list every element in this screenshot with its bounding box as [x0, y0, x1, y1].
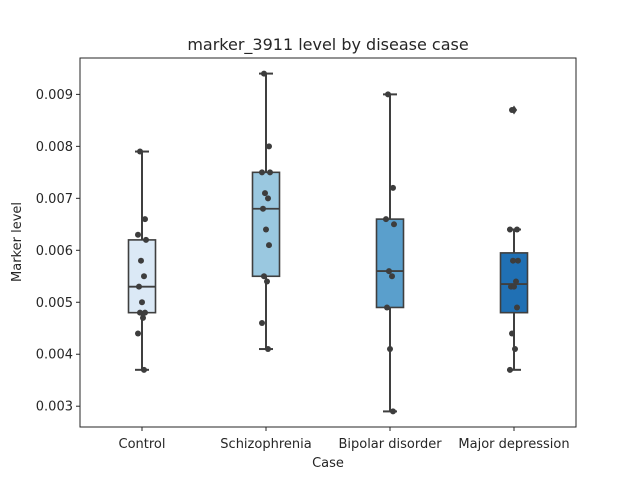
data-point — [265, 195, 271, 202]
data-point — [264, 278, 270, 285]
x-tick-label: Bipolar disorder — [338, 437, 442, 452]
box-2 — [251, 171, 281, 278]
data-point — [391, 221, 397, 228]
data-point — [515, 257, 521, 264]
data-point — [142, 216, 148, 223]
y-tick-label: 0.005 — [36, 296, 73, 311]
data-point — [141, 366, 147, 373]
data-point — [385, 91, 391, 98]
data-point — [263, 226, 269, 233]
data-point — [136, 283, 142, 290]
data-point — [267, 169, 273, 176]
data-point — [261, 273, 267, 280]
y-tick-label: 0.009 — [36, 88, 73, 103]
y-tick-label: 0.003 — [36, 400, 73, 415]
data-point — [141, 273, 147, 280]
data-point — [265, 346, 271, 353]
data-point — [509, 330, 515, 337]
y-axis-label: Marker level — [10, 202, 25, 282]
data-point — [390, 184, 396, 191]
data-point — [512, 346, 518, 353]
data-point — [511, 283, 517, 290]
data-point — [262, 190, 268, 197]
chart-title: marker_3911 level by disease case — [187, 35, 468, 55]
data-point — [259, 169, 265, 176]
y-tick-label: 0.004 — [36, 348, 73, 363]
data-point — [507, 226, 513, 233]
data-point — [143, 236, 149, 243]
y-tick-label: 0.006 — [36, 244, 73, 259]
data-point — [142, 309, 148, 316]
x-tick-label: Control — [119, 437, 166, 452]
plot-area — [127, 70, 529, 415]
data-point — [513, 278, 519, 285]
data-point — [140, 314, 146, 321]
data-point — [137, 309, 143, 316]
data-point — [510, 257, 516, 264]
data-point — [266, 242, 272, 249]
data-point — [509, 106, 515, 113]
data-point — [507, 366, 513, 373]
x-tick-label: Schizophrenia — [220, 437, 311, 452]
data-point — [386, 268, 392, 275]
data-point — [266, 143, 272, 150]
plot-frame — [79, 57, 577, 428]
y-tick-label: 0.007 — [36, 192, 73, 207]
data-point — [139, 299, 145, 306]
y-tick-label: 0.008 — [36, 140, 73, 155]
data-point — [514, 304, 520, 311]
data-point — [390, 408, 396, 415]
data-point — [135, 231, 141, 238]
data-point — [387, 346, 393, 353]
x-tick-label: Major depression — [458, 437, 569, 452]
data-point — [514, 226, 520, 233]
data-point — [384, 304, 390, 311]
data-point — [138, 257, 144, 264]
box-3 — [375, 218, 405, 309]
x-axis-label: Case — [312, 456, 344, 471]
data-point — [383, 216, 389, 223]
data-point — [260, 205, 266, 212]
data-point — [261, 70, 267, 77]
data-point — [259, 320, 265, 327]
data-point — [137, 148, 143, 155]
data-point — [135, 330, 141, 337]
data-point — [389, 273, 395, 280]
